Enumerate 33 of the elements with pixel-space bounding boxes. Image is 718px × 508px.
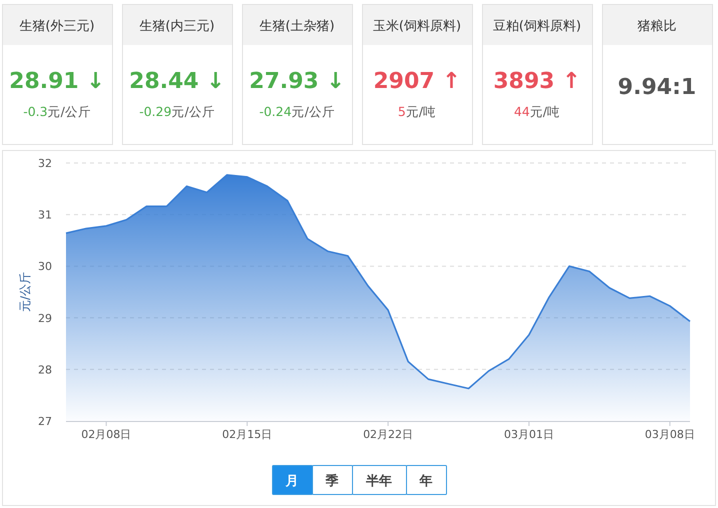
y-tick-label: 29: [38, 312, 52, 325]
text: 生猪(外三元): [19, 19, 95, 34]
y-tick-label: 30: [38, 260, 52, 274]
text: 豆粕(饲料原料): [492, 19, 582, 34]
button: 季: [312, 465, 353, 495]
y-tick-label: 32: [38, 157, 52, 170]
text: -0.3元/公斤: [23, 104, 91, 119]
text: 生猪(内三元): [139, 19, 215, 34]
button: 月: [272, 465, 313, 495]
button: 半年: [352, 465, 407, 495]
text: 生猪(土杂猪): [259, 19, 335, 34]
text: 猪粮比: [638, 19, 676, 34]
text: 28.44 ↓: [129, 69, 225, 94]
x-tick-label: 02月22日: [363, 428, 414, 441]
y-tick-label: 28: [38, 363, 52, 376]
text: 27.93 ↓: [249, 69, 345, 94]
text: 玉米(饲料原料): [372, 19, 462, 34]
text: 2907 ↑: [373, 69, 461, 94]
text: -0.29元/公斤: [139, 104, 215, 119]
text: 44元/吨: [514, 104, 560, 119]
y-tick-label: 31: [38, 208, 52, 222]
x-tick-label: 02月08日: [81, 428, 132, 441]
x-tick-label: 02月15日: [222, 428, 272, 441]
text: 9.94:1: [618, 75, 696, 100]
x-tick-label: 03月08日: [644, 428, 695, 441]
y-axis-title: 元/公斤: [18, 272, 32, 312]
text: -0.24元/公斤: [259, 104, 335, 119]
button: 年: [406, 465, 447, 495]
text: 5元/吨: [398, 104, 436, 119]
y-tick-label: 27: [38, 415, 52, 428]
text: 28.91 ↓: [9, 69, 105, 94]
x-tick-label: 03月01日: [504, 428, 554, 441]
text: 3893 ↑: [493, 69, 581, 94]
